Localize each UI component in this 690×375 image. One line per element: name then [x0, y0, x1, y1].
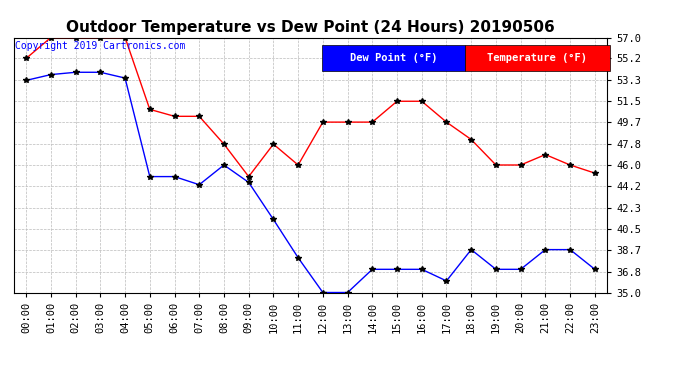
Title: Outdoor Temperature vs Dew Point (24 Hours) 20190506: Outdoor Temperature vs Dew Point (24 Hou…	[66, 20, 555, 35]
Text: Temperature (°F): Temperature (°F)	[487, 53, 587, 63]
FancyBboxPatch shape	[465, 45, 610, 70]
Text: Copyright 2019 Cartronics.com: Copyright 2019 Cartronics.com	[15, 41, 186, 51]
FancyBboxPatch shape	[322, 45, 465, 70]
Text: Dew Point (°F): Dew Point (°F)	[350, 53, 437, 63]
